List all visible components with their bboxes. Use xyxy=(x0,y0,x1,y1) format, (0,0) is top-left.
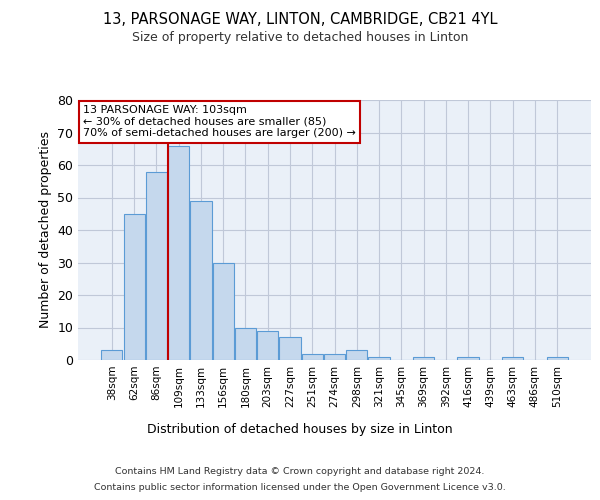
Bar xyxy=(368,357,389,360)
Text: 13 PARSONAGE WAY: 103sqm
← 30% of detached houses are smaller (85)
70% of semi-d: 13 PARSONAGE WAY: 103sqm ← 30% of detach… xyxy=(83,105,356,138)
Text: Contains public sector information licensed under the Open Government Licence v3: Contains public sector information licen… xyxy=(94,482,506,492)
Bar xyxy=(101,350,122,360)
Text: Contains HM Land Registry data © Crown copyright and database right 2024.: Contains HM Land Registry data © Crown c… xyxy=(115,468,485,476)
Bar xyxy=(324,354,345,360)
Bar xyxy=(502,357,523,360)
Text: 13, PARSONAGE WAY, LINTON, CAMBRIDGE, CB21 4YL: 13, PARSONAGE WAY, LINTON, CAMBRIDGE, CB… xyxy=(103,12,497,28)
Bar xyxy=(302,354,323,360)
Bar xyxy=(168,146,189,360)
Bar xyxy=(457,357,479,360)
Bar xyxy=(547,357,568,360)
Bar xyxy=(190,200,212,360)
Bar xyxy=(124,214,145,360)
Bar xyxy=(146,172,167,360)
Text: Size of property relative to detached houses in Linton: Size of property relative to detached ho… xyxy=(132,31,468,44)
Bar xyxy=(257,331,278,360)
Bar xyxy=(212,262,234,360)
Y-axis label: Number of detached properties: Number of detached properties xyxy=(38,132,52,328)
Text: Distribution of detached houses by size in Linton: Distribution of detached houses by size … xyxy=(147,422,453,436)
Bar xyxy=(413,357,434,360)
Bar xyxy=(235,328,256,360)
Bar xyxy=(280,337,301,360)
Bar xyxy=(346,350,367,360)
